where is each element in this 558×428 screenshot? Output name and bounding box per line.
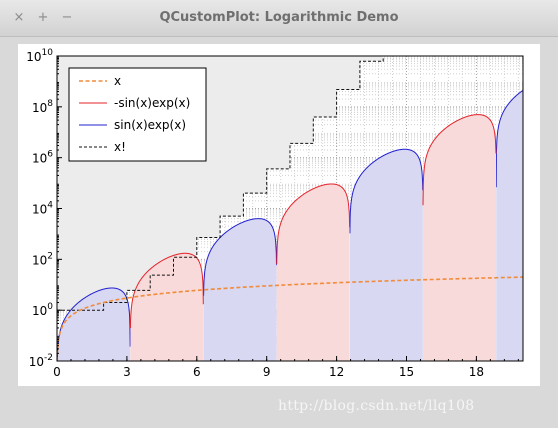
legend-item: sin(x)exp(x) [79, 118, 186, 132]
log-chart[interactable]: 0 3 6 9 12 15 18 10-2 100 102 104 106 108 1010 x -sin(x… [18, 44, 540, 386]
y-tick-label: 10-2 [29, 353, 53, 369]
sin-exp-series-fill [203, 218, 277, 361]
axes: 0 3 6 9 12 15 18 10-2 100 102 104 106 108 1010 [26, 48, 524, 379]
y-tick-label: 100 [32, 302, 53, 318]
title-bar: × + − QCustomPlot: Logarithmic Demo [0, 0, 558, 37]
neg-sin-exp-series-line [129, 252, 204, 329]
neg-sin-exp-series-fill [130, 253, 204, 361]
factorial-series-line [57, 56, 523, 311]
maximize-icon[interactable]: + [37, 10, 49, 25]
plot-area[interactable]: 0 3 6 9 12 15 18 10-2 100 102 104 106 108 1010 x -sin(x… [18, 44, 540, 386]
y-tick-label: 1010 [26, 48, 53, 64]
neg-sin-exp-series-fill [276, 184, 350, 361]
x-tick-label: 12 [329, 365, 344, 379]
x-tick-label: 6 [193, 365, 201, 379]
x-tick-label: 9 [263, 365, 271, 379]
minimize-icon[interactable]: − [61, 10, 73, 25]
x-tick-label: 3 [123, 365, 131, 379]
watermark-text: http://blog.csdn.net/llq108 [278, 398, 475, 414]
neg-sin-exp-series-line [422, 114, 497, 206]
x-tick-label: 0 [53, 365, 61, 379]
legend-item: x [79, 74, 121, 88]
x-tick-label: 15 [399, 365, 414, 379]
legend-label: -sin(x)exp(x) [114, 96, 190, 110]
y-tick-label: 104 [32, 201, 53, 217]
sin-exp-series-line [495, 90, 523, 188]
sin-exp-series-fill [496, 90, 523, 361]
y-tick-label: 102 [32, 251, 53, 267]
legend-box [68, 67, 207, 162]
sin-exp-series-line [349, 148, 424, 234]
neg-sin-exp-series-line [276, 183, 351, 265]
legend-item: -sin(x)exp(x) [79, 96, 190, 110]
x-tick-label: 18 [469, 365, 484, 379]
window-title: QCustomPlot: Logarithmic Demo [159, 10, 399, 25]
linear-series-line [57, 276, 523, 361]
sin-exp-series-line [203, 218, 277, 296]
legend-label: sin(x)exp(x) [114, 118, 186, 132]
legend: x -sin(x)exp(x) sin(x)exp(x) x! [68, 67, 207, 162]
neg-sin-exp-series-fill [423, 114, 496, 361]
close-icon[interactable]: × [13, 10, 25, 25]
sin-exp-series-fill [349, 149, 423, 361]
sin-exp-series-line [57, 287, 131, 361]
sin-exp-series-fill [57, 288, 131, 361]
y-tick-label: 106 [32, 150, 53, 166]
legend-label: x [114, 74, 121, 88]
y-tick-label: 108 [32, 99, 53, 115]
legend-label: x! [114, 140, 126, 154]
legend-item: x! [79, 140, 126, 154]
